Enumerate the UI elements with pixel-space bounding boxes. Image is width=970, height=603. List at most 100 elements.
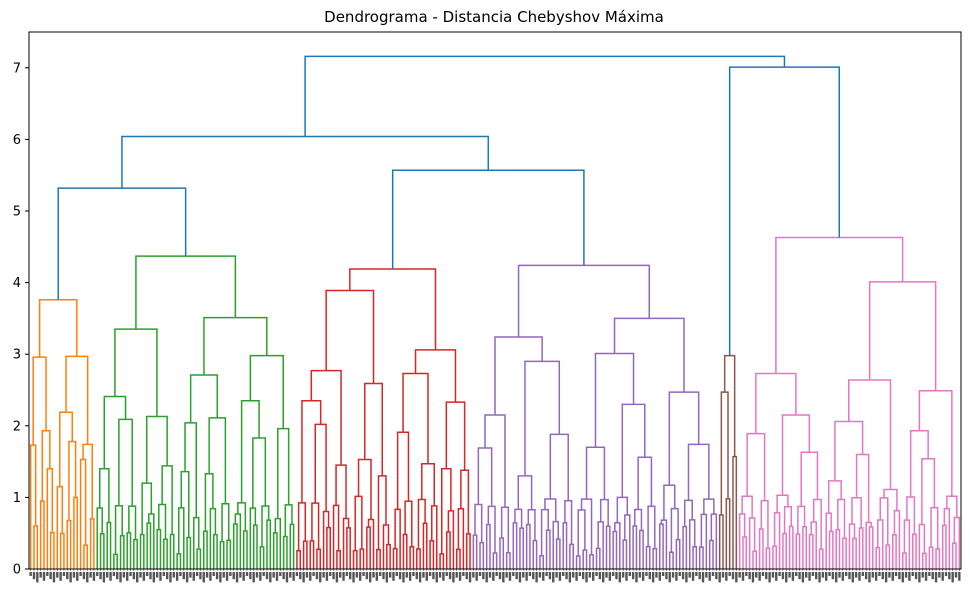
leaf-label-mark (888, 572, 891, 578)
leaf-label-mark (582, 572, 585, 580)
y-tick-label: 0 (13, 563, 21, 578)
leaf-label-mark (625, 572, 628, 581)
leaf-label-mark (741, 572, 745, 581)
leaf-label-mark (432, 572, 435, 580)
leaf-label-mark (655, 572, 658, 578)
dendrogram-link (297, 502, 307, 551)
dendrogram-link (545, 529, 551, 569)
dendrogram-link (632, 525, 638, 569)
leaf-label-mark (36, 572, 39, 583)
dendrogram-link (624, 514, 631, 569)
leaf-label-mark (235, 572, 239, 583)
chart-title: Dendrograma - Distancia Chebyshov Máxima (324, 8, 664, 26)
dendrogram-link (858, 527, 864, 569)
leaf-label-mark (512, 572, 515, 576)
leaf-label-mark (29, 572, 32, 576)
leaf-label-mark (908, 572, 911, 581)
dendrogram-link (808, 533, 814, 569)
leaf-label-mark (508, 572, 512, 581)
leaf-label-mark (958, 572, 961, 581)
dendrogram-link (652, 547, 658, 569)
leaf-label-mark (788, 572, 791, 578)
leaf-label-mark (385, 572, 389, 583)
leaf-label-mark (498, 572, 502, 580)
dendrogram-link (99, 533, 105, 569)
leaf-label-mark (478, 572, 482, 576)
leaf-label-mark (635, 572, 638, 583)
dendrogram-link (148, 513, 155, 569)
dendrogram-link (354, 495, 363, 551)
dendrogram-link (114, 505, 123, 555)
dendrogram-link (725, 498, 731, 569)
dendrogram-link (309, 540, 315, 569)
leaf-label-mark (505, 572, 508, 578)
leaf-label-mark (795, 572, 798, 576)
leaf-label-mark (322, 572, 325, 578)
leaf-label-mark (821, 572, 825, 578)
leaf-label-mark (621, 572, 625, 578)
dendrogram-link (622, 539, 628, 569)
dendrogram-link (83, 544, 88, 569)
leaf-label-mark (485, 572, 488, 583)
dendrogram-link (422, 522, 428, 569)
leaf-label-mark (695, 572, 698, 576)
leaf-label-mark (924, 572, 928, 581)
leaf-label-mark (934, 572, 938, 583)
leaf-label-mark (538, 572, 542, 578)
leaf-label-mark (921, 572, 924, 578)
leaf-label-mark (608, 572, 612, 581)
dendrogram-link (935, 548, 941, 569)
leaf-label-mark (86, 572, 89, 583)
leaf-label-mark (135, 572, 139, 583)
leaf-label-mark (785, 572, 788, 583)
leaf-label-mark (32, 572, 36, 580)
leaf-label-mark (76, 572, 79, 581)
leaf-label-mark (405, 572, 408, 578)
dendrogram-link (797, 505, 806, 535)
leaf-label-mark (904, 572, 908, 578)
leaf-label-mark (255, 572, 259, 578)
leaf-label-mark (601, 572, 605, 583)
dendrogram-link (645, 545, 651, 569)
leaf-label-mark (665, 572, 668, 580)
leaf-label-mark (475, 572, 478, 581)
leaf-label-mark (568, 572, 572, 583)
leaf-label-mark (412, 572, 415, 576)
leaf-label-mark (565, 572, 568, 580)
leaf-label-mark (705, 572, 708, 578)
leaf-label-mark (355, 572, 359, 578)
leaf-label-mark (159, 572, 162, 581)
leaf-label-mark (52, 572, 56, 583)
dendrogram-link (742, 536, 748, 569)
leaf-label-mark (575, 572, 578, 581)
leaf-label-mark (352, 572, 355, 583)
leaf-label-mark (864, 572, 868, 580)
leaf-label-mark (588, 572, 592, 578)
leaf-label-mark (771, 572, 775, 578)
dendrogram-link (828, 530, 834, 569)
dendrogram-link (597, 521, 604, 569)
y-axis: 0 1 2 3 4 5 6 7 (13, 61, 29, 578)
leaf-label-mark (202, 572, 205, 583)
dendrogram-link (752, 550, 758, 569)
leaf-label-mark (375, 572, 379, 581)
leaf-label-mark (801, 572, 805, 583)
leaf-label-mark (295, 572, 299, 576)
leaf-label-mark (448, 572, 452, 580)
leaf-label-mark (445, 572, 448, 576)
leaf-label-mark (125, 572, 129, 581)
leaf-label-mark (522, 572, 525, 578)
dendrogram-link (416, 548, 421, 569)
leaf-label-mark (332, 572, 335, 580)
leaf-label-mark (329, 572, 332, 576)
leaf-label-mark (675, 572, 678, 581)
leaf-label-mark (944, 572, 948, 576)
leaf-label-mark (851, 572, 855, 583)
dendrogram-link (242, 530, 248, 569)
leaf-label-mark (891, 572, 894, 581)
leaf-label-mark (931, 572, 934, 580)
dendrogram-link (930, 506, 939, 549)
dendrogram-link (304, 55, 786, 137)
leaf-label-mark (472, 572, 475, 578)
